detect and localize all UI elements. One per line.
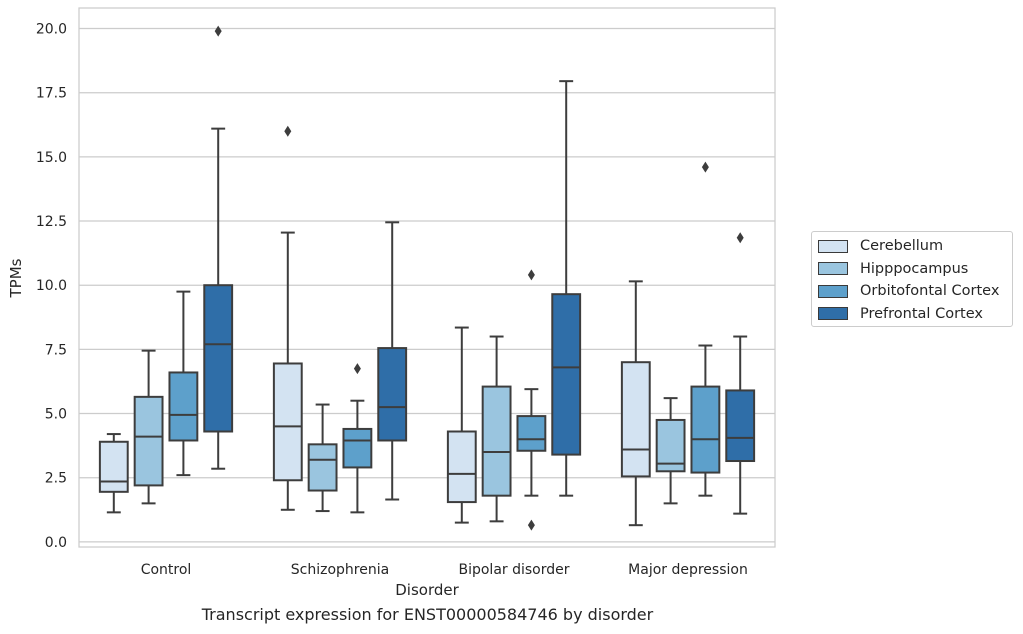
- x-tick-label: Bipolar disorder: [458, 562, 569, 578]
- box-group: [133, 349, 164, 505]
- chart-caption: Transcript expression for ENST0000058474…: [201, 605, 654, 624]
- x-tick-label: Control: [141, 562, 192, 578]
- box-group: [690, 161, 721, 497]
- box: [516, 415, 547, 452]
- box: [690, 385, 721, 474]
- outlier-point: [736, 232, 744, 244]
- box-group: [307, 403, 338, 513]
- box-group: [203, 25, 234, 470]
- legend-item: Prefrontal Cortex: [818, 303, 1012, 326]
- outlier-point: [527, 269, 535, 281]
- box-group: [342, 363, 373, 514]
- y-axis-label: TPMs: [7, 258, 25, 298]
- legend-label: Cerebellum: [860, 238, 944, 255]
- box-group: [446, 326, 477, 524]
- box: [481, 385, 512, 497]
- legend-swatch: [818, 239, 848, 253]
- legend-label: Orbitofontal Cortex: [860, 283, 1000, 300]
- legend-item: Hipppocampus: [818, 258, 1012, 281]
- x-tick-label: Major depression: [628, 562, 748, 578]
- legend-swatch: [818, 284, 848, 298]
- y-tick-label: 20.0: [36, 22, 67, 38]
- legend-item: Cerebellum: [818, 235, 1012, 258]
- box: [203, 284, 234, 433]
- box-group: [168, 290, 199, 477]
- legend-item: Orbitofontal Cortex: [818, 280, 1012, 303]
- outlier-point: [284, 125, 292, 137]
- box: [725, 389, 756, 463]
- outlier-point: [353, 363, 361, 375]
- box: [342, 427, 373, 469]
- box-group: [725, 232, 756, 515]
- box-group: [272, 125, 303, 511]
- box: [272, 362, 303, 482]
- outlier-point: [701, 161, 709, 173]
- box: [133, 395, 164, 487]
- box-group: [655, 397, 686, 505]
- y-tick-label: 17.5: [36, 86, 67, 102]
- y-tick-label: 7.5: [45, 342, 67, 358]
- y-tick-label: 15.0: [36, 150, 67, 166]
- box: [377, 347, 408, 442]
- box: [620, 361, 651, 478]
- legend-label: Hipppocampus: [860, 260, 969, 277]
- x-axis-label: Disorder: [395, 581, 459, 599]
- y-tick-label: 10.0: [36, 278, 67, 294]
- box: [307, 443, 338, 492]
- box-group: [620, 280, 651, 527]
- y-tick-labels: 0.0 2.5 5.0 7.5 10.0 12.5 15.0 17.5 20.0: [36, 22, 67, 551]
- box-group: [516, 269, 547, 531]
- grid-lines: [79, 27, 775, 543]
- box: [551, 293, 582, 456]
- box: [446, 430, 477, 504]
- outlier-point: [527, 519, 535, 531]
- boxes: [98, 25, 756, 531]
- outlier-point: [214, 25, 222, 37]
- box-group: [98, 433, 129, 514]
- x-tick-label: Schizophrenia: [291, 562, 389, 578]
- legend-swatch: [818, 262, 848, 276]
- x-tick-labels: Control Schizophrenia Bipolar disorder Majo…: [141, 562, 748, 578]
- legend: Cerebellum Hipppocampus Orbitofontal Corte…: [811, 231, 1013, 327]
- y-tick-label: 12.5: [36, 214, 67, 230]
- y-tick-label: 5.0: [45, 407, 67, 423]
- legend-label: Prefrontal Cortex: [860, 305, 983, 322]
- box: [98, 440, 129, 493]
- legend-swatch: [818, 307, 848, 321]
- y-tick-label: 2.5: [45, 471, 67, 487]
- box: [168, 371, 199, 442]
- y-tick-label: 0.0: [45, 535, 67, 551]
- box-group: [551, 80, 582, 497]
- box-group: [377, 221, 408, 501]
- box-group: [481, 335, 512, 523]
